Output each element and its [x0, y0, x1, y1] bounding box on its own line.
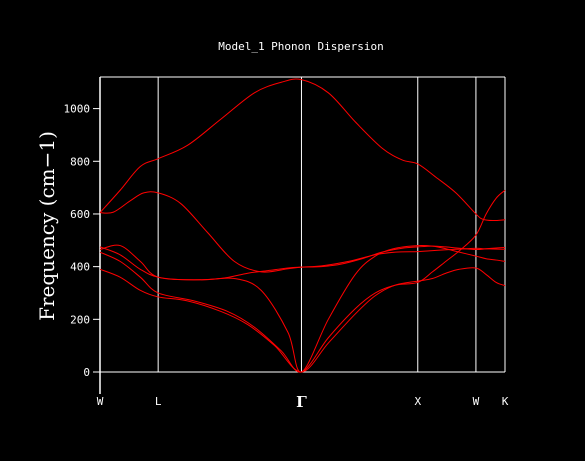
x-tick-label: K — [502, 395, 509, 408]
y-tick-label: 400 — [70, 261, 90, 274]
x-tick-label: Γ — [296, 393, 307, 411]
y-tick-label: 1000 — [64, 103, 91, 116]
phonon-branch-2 — [99, 78, 506, 222]
x-tick-label: X — [414, 395, 421, 408]
x-tick-label: W — [97, 395, 104, 408]
x-tick-label: L — [155, 395, 162, 408]
y-tick-label: 800 — [70, 155, 90, 168]
y-tick-label: 0 — [83, 366, 90, 379]
phonon-branch-4 — [99, 244, 506, 373]
x-tick-label: W — [473, 395, 480, 408]
chart-title: Model_1 Phonon Dispersion — [218, 40, 384, 53]
phonon-branch-5 — [99, 189, 506, 373]
y-axis-label: Frequency (cm−1) — [35, 131, 59, 321]
y-tick-label: 200 — [70, 313, 90, 326]
y-tick-label: 600 — [70, 208, 90, 221]
phonon-branch-6 — [99, 267, 506, 373]
